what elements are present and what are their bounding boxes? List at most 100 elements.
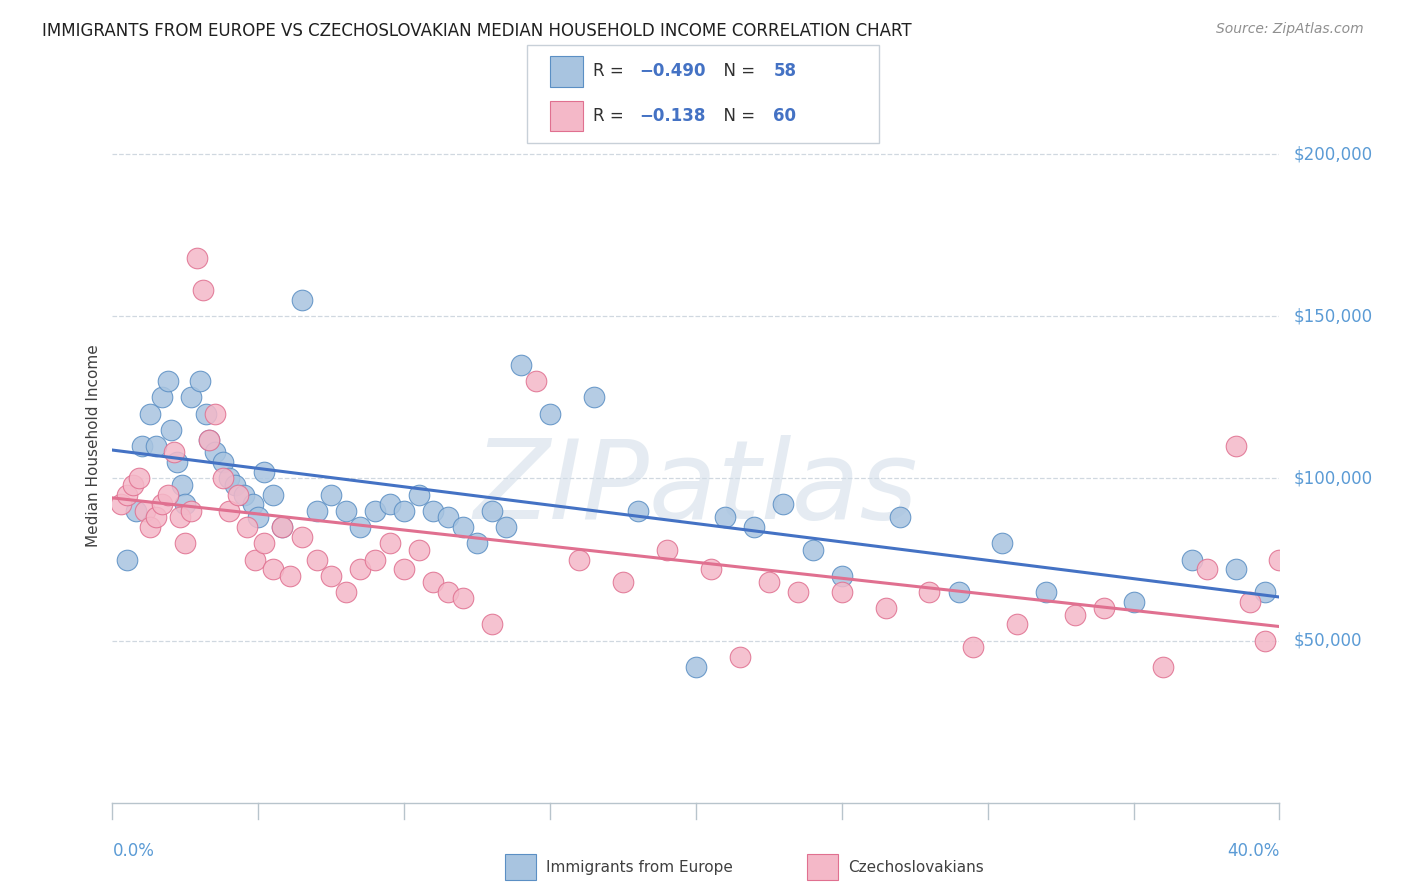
Point: [262, 488, 284, 502]
Point: [174, 536, 197, 550]
Point: [194, 407, 217, 421]
Point: [787, 585, 810, 599]
Point: [174, 497, 197, 511]
Point: [392, 504, 416, 518]
Point: [291, 293, 314, 307]
Point: [451, 591, 474, 606]
Point: [204, 407, 226, 421]
Point: [139, 407, 162, 421]
Point: [247, 510, 270, 524]
Point: [392, 562, 416, 576]
Point: [128, 471, 150, 485]
Point: [212, 455, 235, 469]
Point: [437, 585, 460, 599]
Point: [134, 504, 156, 518]
Point: [125, 504, 148, 518]
Point: [349, 520, 371, 534]
Point: [150, 497, 173, 511]
Point: [204, 445, 226, 459]
Text: $100,000: $100,000: [1294, 469, 1372, 487]
Point: [714, 510, 737, 524]
Point: [481, 617, 503, 632]
Point: [226, 488, 249, 502]
Text: R =: R =: [593, 107, 630, 125]
Text: 0.0%: 0.0%: [112, 842, 155, 860]
Point: [437, 510, 460, 524]
Point: [245, 552, 267, 566]
Point: [582, 390, 605, 404]
Point: [422, 575, 444, 590]
Text: 40.0%: 40.0%: [1227, 842, 1279, 860]
Point: [253, 536, 276, 550]
Text: N =: N =: [713, 62, 761, 80]
Point: [962, 640, 984, 654]
Point: [110, 497, 132, 511]
Point: [163, 445, 186, 459]
Point: [758, 575, 780, 590]
Text: 58: 58: [773, 62, 796, 80]
Point: [262, 562, 284, 576]
Point: [180, 390, 202, 404]
Point: [524, 374, 547, 388]
Point: [1092, 601, 1115, 615]
Point: [378, 536, 401, 550]
Point: [1152, 659, 1174, 673]
Point: [831, 568, 853, 582]
Point: [115, 552, 138, 566]
Point: [1254, 633, 1277, 648]
Y-axis label: Median Household Income: Median Household Income: [86, 344, 101, 548]
Point: [139, 520, 162, 534]
Point: [115, 488, 138, 502]
Point: [626, 504, 648, 518]
Point: [481, 504, 503, 518]
Text: $50,000: $50,000: [1294, 632, 1362, 649]
Point: [180, 504, 202, 518]
Text: −0.138: −0.138: [640, 107, 706, 125]
Point: [232, 488, 254, 502]
Point: [1122, 595, 1144, 609]
Point: [1195, 562, 1218, 576]
Text: IMMIGRANTS FROM EUROPE VS CZECHOSLOVAKIAN MEDIAN HOUSEHOLD INCOME CORRELATION CH: IMMIGRANTS FROM EUROPE VS CZECHOSLOVAKIA…: [42, 22, 912, 40]
Point: [335, 504, 357, 518]
Point: [122, 478, 145, 492]
Point: [218, 504, 240, 518]
Point: [131, 439, 153, 453]
Point: [1005, 617, 1028, 632]
Point: [1181, 552, 1204, 566]
Point: [291, 530, 314, 544]
Point: [1035, 585, 1057, 599]
Point: [150, 390, 173, 404]
Point: [699, 562, 721, 576]
Text: $150,000: $150,000: [1294, 307, 1372, 326]
Point: [166, 455, 188, 469]
Point: [172, 478, 194, 492]
Point: [408, 542, 430, 557]
Point: [253, 465, 276, 479]
Point: [772, 497, 794, 511]
Point: [156, 374, 179, 388]
Point: [831, 585, 853, 599]
Point: [169, 510, 191, 524]
Text: Immigrants from Europe: Immigrants from Europe: [546, 860, 733, 874]
Point: [918, 585, 941, 599]
Text: $200,000: $200,000: [1294, 145, 1372, 163]
Point: [364, 504, 387, 518]
Text: N =: N =: [713, 107, 761, 125]
Point: [568, 552, 591, 566]
Point: [1239, 595, 1261, 609]
Point: [801, 542, 824, 557]
Point: [191, 283, 214, 297]
Point: [218, 471, 240, 485]
Point: [270, 520, 292, 534]
Point: [875, 601, 897, 615]
Point: [160, 423, 183, 437]
Point: [612, 575, 634, 590]
Point: [364, 552, 387, 566]
Point: [321, 488, 343, 502]
Point: [349, 562, 371, 576]
Point: [145, 439, 167, 453]
Point: [156, 488, 179, 502]
Point: [1225, 439, 1247, 453]
Text: 60: 60: [773, 107, 796, 125]
Text: Source: ZipAtlas.com: Source: ZipAtlas.com: [1216, 22, 1364, 37]
